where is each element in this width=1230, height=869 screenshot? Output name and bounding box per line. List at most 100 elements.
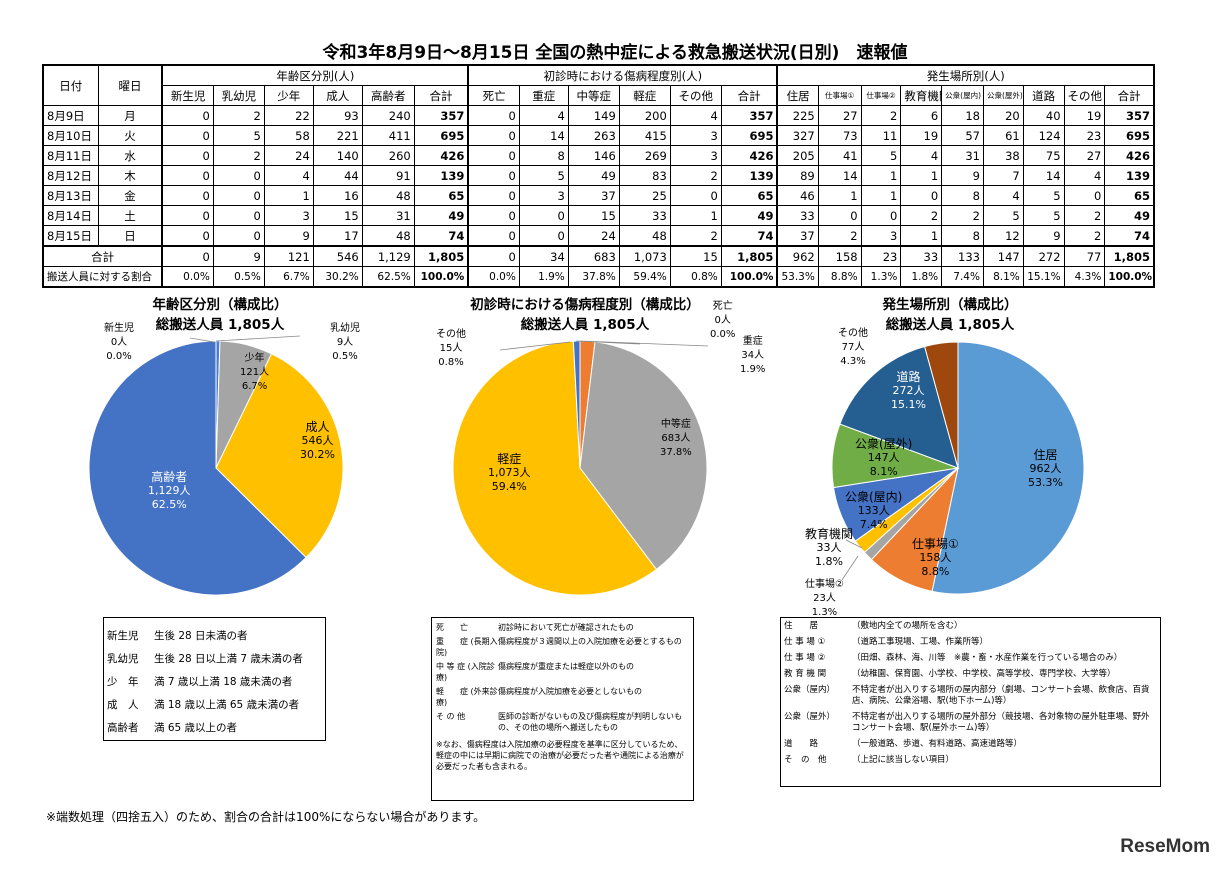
pie-label-name: 仕事場①: [912, 537, 959, 551]
table-row: 8月13日金 0 0 1 16 48 65 0 3 37 25 0 65 46 1 1 0 8 4 5 0 65: [42, 185, 1155, 206]
table-row: 8月15日日 0 0 9 17 48 74 0 0 24 48 2 74 37 2 3 1 8 12 9 2 74: [42, 225, 1155, 247]
table-cell: 100.0%: [1104, 266, 1155, 288]
row-date: 8月13日: [42, 185, 99, 206]
table-cell: 49: [1104, 205, 1155, 226]
legend-severity-definition: 医師の診断がないもの及び傷病程度が判明しないもの、その他の場所へ搬送したもの: [498, 712, 682, 732]
table-cell: 8.1%: [982, 266, 1024, 288]
table-cell: 30.2%: [312, 266, 363, 288]
pie-label-2-2: 仕事場② 23人 1.3%: [805, 578, 844, 620]
legend-age-definition: 生後 28 日以上満 7 歳未満の者: [154, 653, 303, 665]
table-cell: 272: [1022, 245, 1065, 267]
table-cell: 37: [567, 185, 620, 206]
footnote: ※端数処理（四捨五入）のため、割合の合計は100%にならない場合があります。: [46, 810, 486, 824]
pie-label-name: 乳幼児: [330, 323, 360, 334]
transport-table: 日付 曜日 年齢区分別(人) 初診時における傷病程度別(人) 発生場所別(人) 新生児 乳幼…: [42, 64, 1155, 288]
table-cell: 0: [212, 185, 265, 206]
table-cell: 9: [1022, 225, 1065, 247]
table-cell: 53.3%: [776, 266, 819, 288]
table-cell: 0: [467, 245, 520, 267]
table-cell: 74: [720, 225, 778, 247]
pie-label-percent: 8.1%: [869, 465, 898, 478]
legend-place-definition: （幼稚園、保育園、小学校、中学校、高等学校、専門学校、大学等）: [852, 669, 1116, 679]
table-cell: 6: [900, 105, 943, 126]
table-cell: 2: [669, 165, 722, 186]
table-cell: 3: [669, 125, 722, 146]
table-cell: 0: [161, 105, 214, 126]
table-cell: 77: [1063, 245, 1106, 267]
pie-label-value: 158人: [919, 551, 952, 564]
table-cell: 57: [941, 125, 984, 146]
pie-label-name: 公衆(屋外): [855, 437, 913, 451]
table-cell: 1.3%: [860, 266, 902, 288]
col-header: 住居: [776, 85, 819, 106]
table-cell: 0: [467, 205, 520, 226]
table-cell: 225: [776, 105, 819, 126]
table-cell: 19: [1063, 105, 1106, 126]
pie-label-0-1: 乳幼児 9人 0.5%: [330, 322, 360, 364]
table-cell: 8.8%: [817, 266, 862, 288]
pie-label-2-4: 公衆(屋内) 133人 7.4%: [845, 490, 902, 532]
pie-label-0-4: 高齢者 1,129人 62.5%: [148, 470, 191, 512]
legend-place-term: 住 居: [784, 621, 819, 631]
table-cell: 48: [361, 185, 415, 206]
legend-place-term: 公衆（屋内）: [784, 685, 836, 695]
legend-age-row: 高齢者 満 65 歳以上の者: [104, 716, 325, 739]
table-cell: 16: [312, 185, 363, 206]
legend-severity-row: 重 症 (長期入院) 傷病程度が３週間以上の入院加療を必要とするもの: [436, 636, 689, 658]
table-cell: 411: [361, 125, 415, 146]
leader-line-1: [215, 335, 301, 342]
col-header: 重症: [518, 85, 569, 106]
chart-age-title: 年齢区分別（構成比） 総搬送人員 1,805人: [110, 293, 330, 333]
table-cell: 0: [1063, 185, 1106, 206]
table-cell: 8: [518, 145, 569, 166]
pie-label-percent: 30.2%: [300, 448, 335, 461]
pie-label-name: 少年: [244, 353, 265, 364]
pie-label-percent: 8.8%: [921, 565, 950, 578]
table-cell: 0: [860, 205, 902, 226]
pie-label-2-1: 仕事場① 158人 8.8%: [912, 537, 959, 579]
table-cell: 0.8%: [669, 266, 722, 288]
table-cell: 357: [720, 105, 778, 126]
table-cell: 124: [1022, 125, 1065, 146]
table-cell: 100.0%: [413, 266, 469, 288]
legend-place-row: 仕 事 場 ② （田畑、森林、海、川等 ※農・畜・水産作業を行っている場合のみ）: [784, 653, 1157, 664]
table-cell: 0: [161, 205, 214, 226]
table-cell: 91: [361, 165, 415, 186]
legend-place-term: 公衆（屋外）: [784, 712, 836, 722]
pie-slice-1-1: [579, 340, 596, 469]
table-cell: 7.4%: [941, 266, 984, 288]
table-cell: 0: [817, 205, 862, 226]
legend-age-term: 新生児: [107, 630, 139, 642]
pie-label-2-6: 道路 272人 15.1%: [891, 370, 926, 412]
table-cell: 158: [817, 245, 862, 267]
col-header: 仕事場②: [860, 85, 902, 106]
row-dow: 金: [97, 185, 163, 206]
table-cell: 5: [1022, 205, 1065, 226]
pie-label-value: 34人: [741, 350, 765, 361]
table-cell: 0: [467, 145, 520, 166]
legend-severity-definitions: 死 亡 初診時において死亡が確認されたもの重 症 (長期入院) 傷病程度が３週間以上…: [431, 617, 694, 801]
table-cell: 4: [518, 105, 569, 126]
pie-label-0-3: 成人 546人 30.2%: [300, 420, 335, 462]
table-cell: 7: [982, 165, 1024, 186]
table-cell: 0: [467, 225, 520, 247]
chart-severity-title: 初診時における傷病程度別（構成比） 総搬送人員 1,805人: [455, 293, 715, 333]
pie-label-value: 272人: [892, 384, 925, 397]
pie-label-percent: 62.5%: [151, 498, 187, 511]
table-cell: 9: [263, 225, 314, 247]
legend-age-term: 成 人: [107, 699, 139, 711]
row-date: 8月11日: [42, 145, 99, 166]
table-cell: 2: [817, 225, 862, 247]
table-cell: 15: [567, 205, 620, 226]
leader-line-0: [189, 337, 215, 343]
table-row: 8月10日火 0 5 58 221 411 695 0 14 263 415 3 695 327 73 11 1…: [42, 125, 1155, 146]
table-cell: 2: [212, 145, 265, 166]
table-cell: 140: [312, 145, 363, 166]
pie-label-0-0: 新生児 0人 0.0%: [104, 322, 134, 364]
row-date: 8月12日: [42, 165, 99, 186]
col-header: 教育機関: [900, 85, 943, 106]
table-cell: 89: [776, 165, 819, 186]
pie-slice-2-7: [924, 341, 959, 469]
table-cell: 62.5%: [361, 266, 415, 288]
table-cell: 1.9%: [518, 266, 569, 288]
